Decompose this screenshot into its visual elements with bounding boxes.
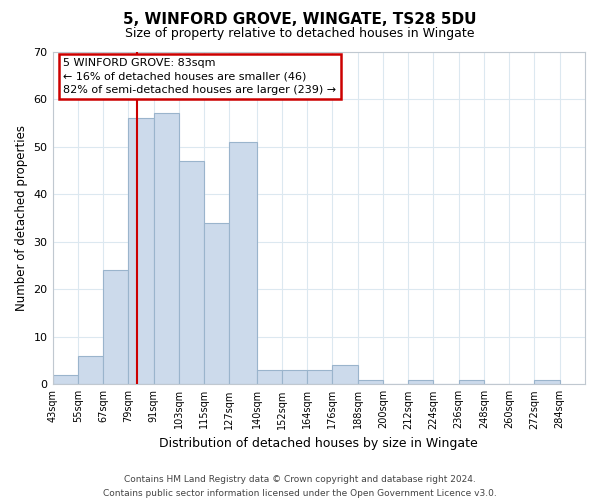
Bar	[332, 366, 358, 384]
Bar	[154, 114, 179, 384]
Bar	[358, 380, 383, 384]
Y-axis label: Number of detached properties: Number of detached properties	[15, 125, 28, 311]
X-axis label: Distribution of detached houses by size in Wingate: Distribution of detached houses by size …	[160, 437, 478, 450]
Bar	[128, 118, 154, 384]
Text: 5, WINFORD GROVE, WINGATE, TS28 5DU: 5, WINFORD GROVE, WINGATE, TS28 5DU	[123, 12, 477, 28]
Text: Contains HM Land Registry data © Crown copyright and database right 2024.
Contai: Contains HM Land Registry data © Crown c…	[103, 476, 497, 498]
Bar	[229, 142, 257, 384]
Text: 5 WINFORD GROVE: 83sqm
← 16% of detached houses are smaller (46)
82% of semi-det: 5 WINFORD GROVE: 83sqm ← 16% of detached…	[63, 58, 337, 94]
Bar	[103, 270, 128, 384]
Bar	[408, 380, 433, 384]
Bar	[307, 370, 332, 384]
Bar	[204, 222, 229, 384]
Bar	[459, 380, 484, 384]
Bar	[535, 380, 560, 384]
Text: Size of property relative to detached houses in Wingate: Size of property relative to detached ho…	[125, 28, 475, 40]
Bar	[179, 161, 204, 384]
Bar	[78, 356, 103, 384]
Bar	[257, 370, 282, 384]
Bar	[53, 375, 78, 384]
Bar	[282, 370, 307, 384]
